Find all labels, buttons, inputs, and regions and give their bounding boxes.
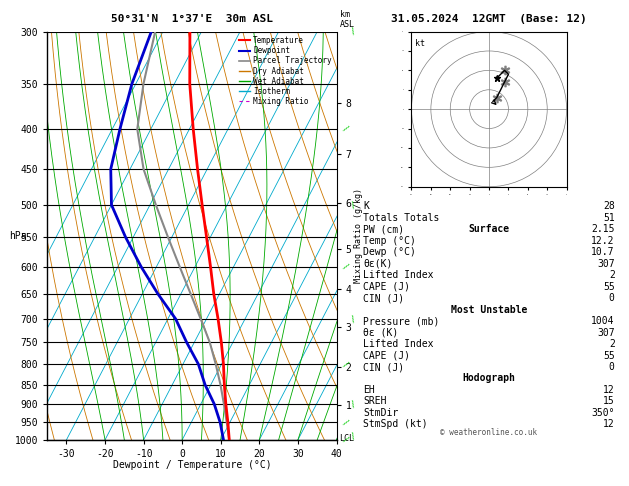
Text: 28: 28 xyxy=(603,201,615,211)
Text: 2.15: 2.15 xyxy=(591,225,615,234)
Text: 12: 12 xyxy=(603,419,615,429)
Text: Surface: Surface xyxy=(469,225,509,234)
Text: 0: 0 xyxy=(609,362,615,372)
Text: Totals Totals: Totals Totals xyxy=(364,213,440,223)
Text: CIN (J): CIN (J) xyxy=(364,362,404,372)
Text: 307: 307 xyxy=(597,259,615,269)
Text: K: K xyxy=(364,201,369,211)
Text: /: / xyxy=(348,431,357,442)
Text: CAPE (J): CAPE (J) xyxy=(364,282,410,292)
Text: 12.2: 12.2 xyxy=(591,236,615,246)
Text: 55: 55 xyxy=(603,350,615,361)
Text: Hodograph: Hodograph xyxy=(462,373,516,383)
Text: /: / xyxy=(341,261,350,272)
Text: /: / xyxy=(348,399,357,409)
Text: © weatheronline.co.uk: © weatheronline.co.uk xyxy=(440,428,538,437)
Text: Temp (°C): Temp (°C) xyxy=(364,236,416,246)
Text: StmSpd (kt): StmSpd (kt) xyxy=(364,419,428,429)
Text: StmDir: StmDir xyxy=(364,408,399,418)
Text: Lifted Index: Lifted Index xyxy=(364,339,434,349)
Text: CAPE (J): CAPE (J) xyxy=(364,350,410,361)
Text: /: / xyxy=(341,124,350,134)
Text: /: / xyxy=(341,359,350,369)
Text: 307: 307 xyxy=(597,328,615,338)
Text: km
ASL: km ASL xyxy=(340,10,355,29)
Text: Most Unstable: Most Unstable xyxy=(451,305,527,314)
Text: LCL: LCL xyxy=(340,434,354,443)
Text: EH: EH xyxy=(364,385,375,395)
Text: PW (cm): PW (cm) xyxy=(364,225,404,234)
Text: SREH: SREH xyxy=(364,397,387,406)
Text: 2: 2 xyxy=(609,270,615,280)
Text: θε(K): θε(K) xyxy=(364,259,392,269)
X-axis label: Dewpoint / Temperature (°C): Dewpoint / Temperature (°C) xyxy=(113,460,271,470)
Legend: Temperature, Dewpoint, Parcel Trajectory, Dry Adiabat, Wet Adiabat, Isotherm, Mi: Temperature, Dewpoint, Parcel Trajectory… xyxy=(238,35,333,107)
Text: /: / xyxy=(348,314,357,324)
Text: Lifted Index: Lifted Index xyxy=(364,270,434,280)
Text: 1004: 1004 xyxy=(591,316,615,326)
Text: 55: 55 xyxy=(603,282,615,292)
Text: 50°31'N  1°37'E  30m ASL: 50°31'N 1°37'E 30m ASL xyxy=(111,14,273,24)
Text: 10.7: 10.7 xyxy=(591,247,615,257)
Text: hPa: hPa xyxy=(9,231,27,241)
Text: 2: 2 xyxy=(609,339,615,349)
Text: 350°: 350° xyxy=(591,408,615,418)
Text: /: / xyxy=(341,434,350,445)
Text: /: / xyxy=(348,26,357,37)
Text: Pressure (mb): Pressure (mb) xyxy=(364,316,440,326)
Y-axis label: Mixing Ratio (g/kg): Mixing Ratio (g/kg) xyxy=(354,188,363,283)
Text: /: / xyxy=(348,200,357,210)
Text: Dewp (°C): Dewp (°C) xyxy=(364,247,416,257)
Text: kt: kt xyxy=(415,39,425,48)
Text: 15: 15 xyxy=(603,397,615,406)
Text: CIN (J): CIN (J) xyxy=(364,293,404,303)
Text: /: / xyxy=(341,417,350,428)
Text: 51: 51 xyxy=(603,213,615,223)
Text: 31.05.2024  12GMT  (Base: 12): 31.05.2024 12GMT (Base: 12) xyxy=(391,14,587,24)
Text: 0: 0 xyxy=(609,293,615,303)
Text: 12: 12 xyxy=(603,385,615,395)
Text: θε (K): θε (K) xyxy=(364,328,399,338)
